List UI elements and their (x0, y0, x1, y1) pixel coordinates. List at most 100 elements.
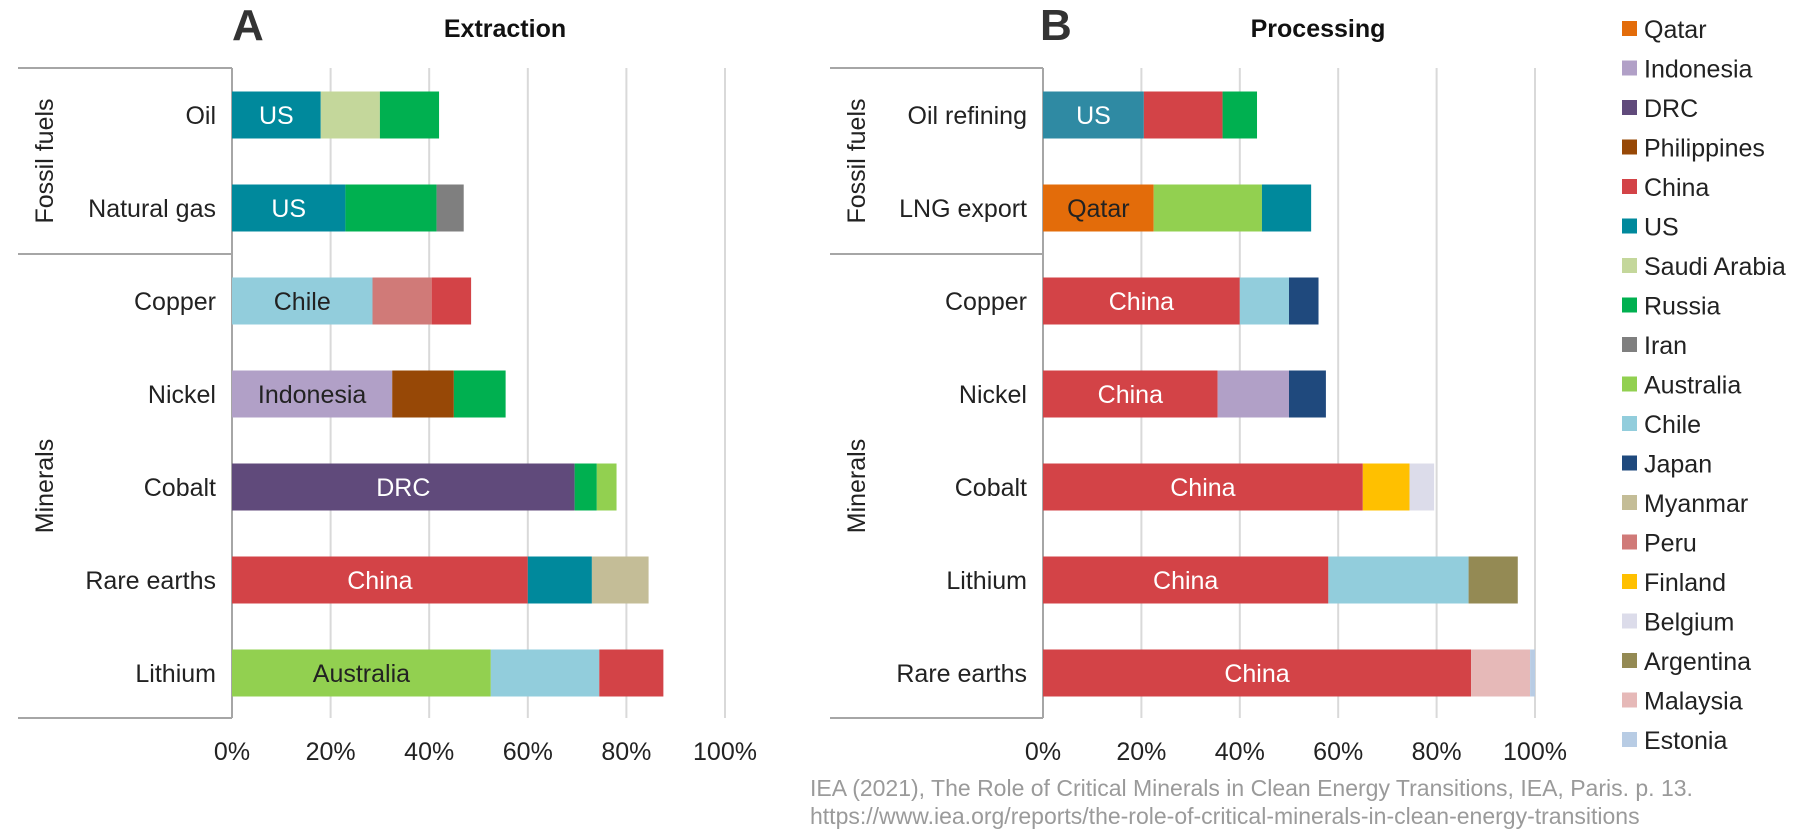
panel-a-category-label-oil: Oil (185, 102, 216, 130)
panel-b-bar-oil-refining-china (1143, 91, 1223, 139)
legend-swatch-myanmar (1622, 495, 1637, 510)
legend-label-saudi-arabia: Saudi Arabia (1644, 253, 1786, 281)
panel-b-category-label-oil-refining: Oil refining (908, 102, 1028, 130)
panel-b-letter: B (1040, 1, 1072, 50)
panel-b-group-label-fossil-fuels: Fossil fuels (843, 98, 871, 223)
panel-a-x-tick-label: 80% (601, 738, 651, 766)
panel-a-category-label-lithium: Lithium (135, 660, 216, 688)
panel-b-bar-label-oil-refining: US (1076, 102, 1111, 130)
panel-b-bar-cobalt-china (1043, 463, 1363, 511)
legend-swatch-chile (1622, 416, 1637, 431)
legend-swatch-finland (1622, 574, 1637, 589)
panel-a-bar-oil-russia (379, 91, 440, 139)
panel-a-bar-copper-chile (232, 277, 373, 325)
legend-label-finland: Finland (1644, 569, 1726, 597)
panel-b-x-tick-label: 80% (1412, 738, 1462, 766)
panel-b-bar-rare-earths-china (1043, 649, 1472, 697)
legend-swatch-australia (1622, 376, 1637, 392)
panel-b-x-tick-label: 20% (1116, 738, 1166, 766)
panel-b-bar-nickel-japan (1289, 370, 1326, 418)
legend-label-australia: Australia (1644, 372, 1741, 400)
panel-b-category-label-rare-earths: Rare earths (896, 660, 1027, 688)
panel-a-bar-label-cobalt: DRC (376, 474, 430, 502)
panel-a-bar-natural-gas-russia (345, 184, 437, 232)
panel-a-bar-nickel-russia (453, 370, 506, 418)
panel-a-bar-lithium-china (599, 649, 664, 697)
legend-label-chile: Chile (1644, 411, 1701, 439)
legend-swatch-russia (1622, 297, 1637, 313)
panel-a-bar-label-natural-gas: US (271, 195, 306, 223)
panel-a-title: Extraction (444, 15, 566, 43)
panel-b-title: Processing (1251, 15, 1386, 43)
panel-b-bar-copper-china (1043, 277, 1240, 325)
legend-swatch-qatar (1622, 21, 1637, 36)
legend-label-peru: Peru (1644, 530, 1697, 558)
panel-a-group-label-minerals: Minerals (31, 439, 59, 533)
panel-a-bar-lithium-chile (490, 649, 600, 697)
panel-a-x-tick-label: 40% (404, 738, 454, 766)
panel-b-x-tick-label: 100% (1503, 738, 1567, 766)
legend-swatch-argentina (1622, 653, 1637, 668)
legend-label-drc: DRC (1644, 95, 1698, 123)
legend-swatch-china (1622, 179, 1637, 194)
legend-swatch-drc (1622, 100, 1637, 115)
panel-b-category-label-copper: Copper (945, 288, 1027, 316)
panel-b-bar-lng-export-qatar (1043, 184, 1154, 232)
panel-a-category-label-rare-earths: Rare earths (85, 567, 216, 595)
panel-a-bar-label-nickel: Indonesia (258, 381, 367, 409)
panel-b-bar-label-nickel: China (1098, 381, 1163, 409)
panel-a-category-label-nickel: Nickel (148, 381, 216, 409)
panel-b-bar-label-lithium: China (1153, 567, 1218, 595)
panel-b-bar-lithium-china (1043, 556, 1329, 604)
panel-b-bar-lithium-argentina (1468, 556, 1518, 604)
panel-a-bar-label-copper: Chile (274, 288, 331, 316)
legend-label-philippines: Philippines (1644, 135, 1765, 163)
legend-label-qatar: Qatar (1644, 16, 1707, 44)
panel-b-bar-nickel-indonesia (1217, 370, 1289, 418)
panel-a-bar-oil-saudi-arabia (320, 91, 380, 139)
legend-label-estonia: Estonia (1644, 727, 1727, 755)
panel-b-bar-cobalt-belgium (1409, 463, 1435, 511)
citation-line-2: https://www.iea.org/reports/the-role-of-… (810, 803, 1640, 829)
panel-a-bar-nickel-philippines (392, 370, 454, 418)
panel-a-bar-rare-earths-china (232, 556, 528, 604)
panel-a-bar-natural-gas-iran (436, 184, 464, 232)
legend-label-indonesia: Indonesia (1644, 56, 1753, 84)
legend-swatch-belgium (1622, 613, 1637, 629)
panel-b-bar-lng-export-australia (1153, 184, 1262, 232)
panel-b-bar-lithium-chile (1328, 556, 1469, 604)
panel-a-x-tick-label: 60% (503, 738, 553, 766)
panel-a-x-tick-label: 20% (306, 738, 356, 766)
panel-b-bar-oil-refining-russia (1222, 91, 1258, 139)
panel-b-bar-label-cobalt: China (1170, 474, 1235, 502)
panel-a-bar-label-rare-earths: China (347, 567, 412, 595)
panel-b-category-label-cobalt: Cobalt (955, 474, 1027, 502)
panel-a-bar-lithium-australia (232, 649, 491, 697)
legend-label-russia: Russia (1644, 293, 1721, 321)
panel-a-category-label-copper: Copper (134, 288, 216, 316)
legend-label-belgium: Belgium (1644, 609, 1734, 637)
legend-swatch-philippines (1622, 139, 1637, 155)
legend-swatch-indonesia (1622, 60, 1637, 76)
panel-b-bar-lng-export-us (1261, 184, 1312, 232)
panel-a-letter: A (232, 1, 264, 50)
panel-b-bar-label-lng-export: Qatar (1067, 195, 1130, 223)
panel-a-bar-rare-earths-us (527, 556, 592, 604)
panel-b-x-tick-label: 0% (1025, 738, 1061, 766)
panel-a-bar-oil-us (232, 91, 321, 139)
panel-a-x-tick-label: 0% (214, 738, 250, 766)
legend-label-argentina: Argentina (1644, 648, 1751, 676)
panel-a-bar-natural-gas-us (232, 184, 346, 232)
panel-b-category-label-lithium: Lithium (946, 567, 1027, 595)
legend-swatch-malaysia (1622, 692, 1637, 708)
panel-b-bar-cobalt-finland (1362, 463, 1410, 511)
panel-a-bar-cobalt-australia (596, 463, 617, 511)
legend-label-china: China (1644, 174, 1709, 202)
panel-b-bar-nickel-china (1043, 370, 1218, 418)
panel-a-bar-nickel-indonesia (232, 370, 393, 418)
legend-label-us: US (1644, 214, 1679, 242)
panel-b-x-tick-label: 40% (1215, 738, 1265, 766)
panel-b-bar-rare-earths-malaysia (1471, 649, 1531, 697)
legend-label-myanmar: Myanmar (1644, 490, 1748, 518)
